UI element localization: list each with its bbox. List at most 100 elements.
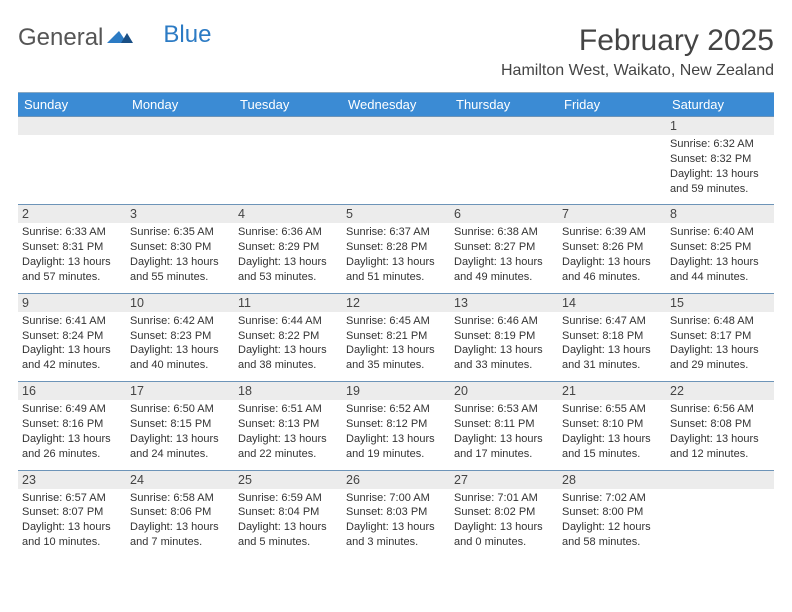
day-number-row: 16171819202122 (18, 382, 774, 400)
day-cell: Sunrise: 6:41 AMSunset: 8:24 PMDaylight:… (18, 312, 126, 381)
day-number: 28 (558, 471, 666, 489)
day-cell (450, 135, 558, 204)
day-cell: Sunrise: 6:50 AMSunset: 8:15 PMDaylight:… (126, 400, 234, 469)
day-detail-row: Sunrise: 6:49 AMSunset: 8:16 PMDaylight:… (18, 400, 774, 469)
logo-text-1: General (18, 24, 103, 52)
day-cell (234, 135, 342, 204)
day-number (558, 117, 666, 135)
week-block: 232425262728Sunrise: 6:57 AMSunset: 8:07… (18, 470, 774, 558)
week-block: 1Sunrise: 6:32 AMSunset: 8:32 PMDaylight… (18, 116, 774, 204)
day-cell: Sunrise: 6:49 AMSunset: 8:16 PMDaylight:… (18, 400, 126, 469)
day-number: 7 (558, 205, 666, 223)
day-number: 24 (126, 471, 234, 489)
day-number: 5 (342, 205, 450, 223)
day-cell: Sunrise: 6:44 AMSunset: 8:22 PMDaylight:… (234, 312, 342, 381)
day-cell: Sunrise: 6:39 AMSunset: 8:26 PMDaylight:… (558, 223, 666, 292)
day-cell: Sunrise: 6:45 AMSunset: 8:21 PMDaylight:… (342, 312, 450, 381)
day-number: 3 (126, 205, 234, 223)
day-number (234, 117, 342, 135)
day-number: 20 (450, 382, 558, 400)
day-cell: Sunrise: 6:55 AMSunset: 8:10 PMDaylight:… (558, 400, 666, 469)
day-cell: Sunrise: 7:00 AMSunset: 8:03 PMDaylight:… (342, 489, 450, 558)
day-number: 6 (450, 205, 558, 223)
logo-flag-icon (107, 24, 133, 52)
day-cell (666, 489, 774, 558)
day-cell: Sunrise: 6:53 AMSunset: 8:11 PMDaylight:… (450, 400, 558, 469)
day-number: 18 (234, 382, 342, 400)
day-number: 8 (666, 205, 774, 223)
day-cell: Sunrise: 6:52 AMSunset: 8:12 PMDaylight:… (342, 400, 450, 469)
day-cell: Sunrise: 6:36 AMSunset: 8:29 PMDaylight:… (234, 223, 342, 292)
day-number: 14 (558, 294, 666, 312)
day-cell: Sunrise: 6:42 AMSunset: 8:23 PMDaylight:… (126, 312, 234, 381)
day-number: 9 (18, 294, 126, 312)
day-number (450, 117, 558, 135)
month-title: February 2025 (501, 24, 774, 58)
page-header: General Blue February 2025 Hamilton West… (18, 24, 774, 80)
day-cell: Sunrise: 6:37 AMSunset: 8:28 PMDaylight:… (342, 223, 450, 292)
day-number: 10 (126, 294, 234, 312)
day-cell: Sunrise: 6:48 AMSunset: 8:17 PMDaylight:… (666, 312, 774, 381)
day-number: 21 (558, 382, 666, 400)
day-number: 4 (234, 205, 342, 223)
day-cell: Sunrise: 6:59 AMSunset: 8:04 PMDaylight:… (234, 489, 342, 558)
day-cell (126, 135, 234, 204)
day-cell: Sunrise: 6:40 AMSunset: 8:25 PMDaylight:… (666, 223, 774, 292)
day-cell: Sunrise: 7:01 AMSunset: 8:02 PMDaylight:… (450, 489, 558, 558)
day-number (18, 117, 126, 135)
day-number: 1 (666, 117, 774, 135)
day-number (126, 117, 234, 135)
day-cell: Sunrise: 6:46 AMSunset: 8:19 PMDaylight:… (450, 312, 558, 381)
day-number: 17 (126, 382, 234, 400)
day-number: 13 (450, 294, 558, 312)
day-cell: Sunrise: 6:38 AMSunset: 8:27 PMDaylight:… (450, 223, 558, 292)
day-cell: Sunrise: 6:32 AMSunset: 8:32 PMDaylight:… (666, 135, 774, 204)
weekday-header: Tuesday (234, 93, 342, 116)
day-cell: Sunrise: 6:47 AMSunset: 8:18 PMDaylight:… (558, 312, 666, 381)
day-number-row: 2345678 (18, 205, 774, 223)
weekday-header: Thursday (450, 93, 558, 116)
day-number: 2 (18, 205, 126, 223)
day-number (342, 117, 450, 135)
day-detail-row: Sunrise: 6:33 AMSunset: 8:31 PMDaylight:… (18, 223, 774, 292)
day-number: 19 (342, 382, 450, 400)
day-number: 16 (18, 382, 126, 400)
day-cell: Sunrise: 6:56 AMSunset: 8:08 PMDaylight:… (666, 400, 774, 469)
day-detail-row: Sunrise: 6:41 AMSunset: 8:24 PMDaylight:… (18, 312, 774, 381)
day-cell (558, 135, 666, 204)
logo-text-2: Blue (163, 21, 211, 49)
day-cell: Sunrise: 6:51 AMSunset: 8:13 PMDaylight:… (234, 400, 342, 469)
day-cell: Sunrise: 6:35 AMSunset: 8:30 PMDaylight:… (126, 223, 234, 292)
day-detail-row: Sunrise: 6:57 AMSunset: 8:07 PMDaylight:… (18, 489, 774, 558)
day-cell (342, 135, 450, 204)
week-block: 2345678Sunrise: 6:33 AMSunset: 8:31 PMDa… (18, 204, 774, 292)
calendar: SundayMondayTuesdayWednesdayThursdayFrid… (18, 92, 774, 558)
day-number-row: 9101112131415 (18, 294, 774, 312)
day-number: 11 (234, 294, 342, 312)
location-subtitle: Hamilton West, Waikato, New Zealand (501, 62, 774, 80)
day-number: 25 (234, 471, 342, 489)
day-cell: Sunrise: 6:33 AMSunset: 8:31 PMDaylight:… (18, 223, 126, 292)
day-number: 26 (342, 471, 450, 489)
day-number: 22 (666, 382, 774, 400)
weekday-header: Monday (126, 93, 234, 116)
day-number: 23 (18, 471, 126, 489)
title-block: February 2025 Hamilton West, Waikato, Ne… (501, 24, 774, 80)
day-cell (18, 135, 126, 204)
day-number: 15 (666, 294, 774, 312)
day-cell: Sunrise: 6:57 AMSunset: 8:07 PMDaylight:… (18, 489, 126, 558)
weekday-header-row: SundayMondayTuesdayWednesdayThursdayFrid… (18, 92, 774, 116)
weekday-header: Sunday (18, 93, 126, 116)
day-number-row: 232425262728 (18, 471, 774, 489)
weekday-header: Saturday (666, 93, 774, 116)
weekday-header: Wednesday (342, 93, 450, 116)
day-number-row: 1 (18, 117, 774, 135)
day-cell: Sunrise: 6:58 AMSunset: 8:06 PMDaylight:… (126, 489, 234, 558)
day-number (666, 471, 774, 489)
weekday-header: Friday (558, 93, 666, 116)
week-block: 9101112131415Sunrise: 6:41 AMSunset: 8:2… (18, 293, 774, 381)
day-number: 12 (342, 294, 450, 312)
logo: General Blue (18, 24, 211, 52)
week-block: 16171819202122Sunrise: 6:49 AMSunset: 8:… (18, 381, 774, 469)
day-detail-row: Sunrise: 6:32 AMSunset: 8:32 PMDaylight:… (18, 135, 774, 204)
